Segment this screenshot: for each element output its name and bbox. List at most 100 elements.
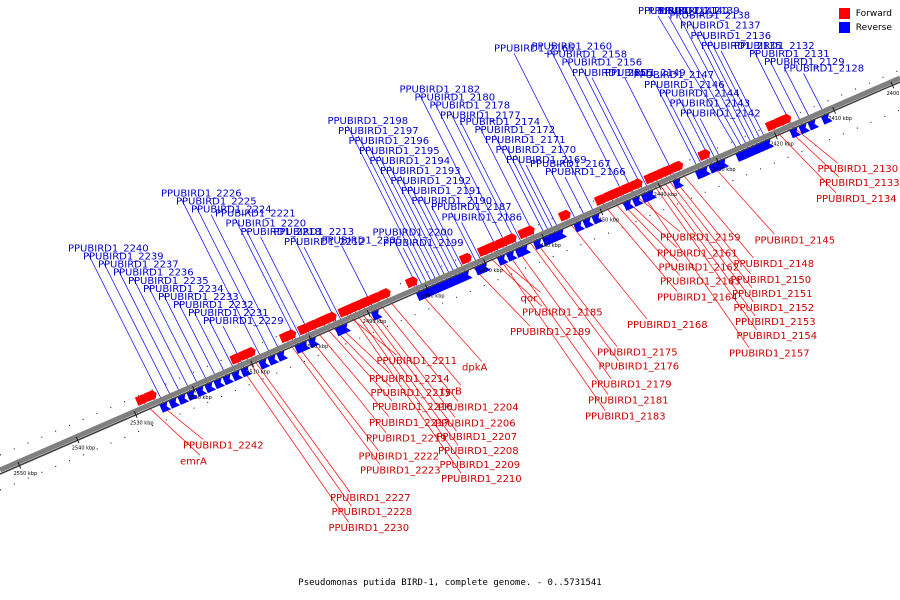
gene-label[interactable]: PPUBIRD1_2196 <box>349 136 430 147</box>
gene-label[interactable]: PPUBIRD1_2226 <box>161 188 242 199</box>
gene-label[interactable]: PPUBIRD1_2211 <box>377 356 458 367</box>
gene-label[interactable]: PPUBIRD1_2134 <box>816 194 897 205</box>
gene-label[interactable]: PPUBIRD1_2172 <box>475 125 556 136</box>
gene-label[interactable]: PPUBIRD1_2228 <box>332 507 413 518</box>
gene-label[interactable]: PPUBIRD1_2242 <box>183 440 264 451</box>
gene-label[interactable]: PPUBIRD1_2183 <box>585 411 666 422</box>
gene-label[interactable]: PPUBIRD1_2171 <box>485 135 566 146</box>
gene-label[interactable]: PPUBIRD1_2224 <box>191 204 272 215</box>
forward-gene-block[interactable] <box>697 149 711 161</box>
gene-label[interactable]: PPUBIRD1_2179 <box>591 380 672 391</box>
gene-label[interactable]: PPUBIRD1_2138 <box>670 11 751 22</box>
gene-label[interactable]: PPUBIRD1_2175 <box>597 348 678 359</box>
gene-label[interactable]: PPUBIRD1_2167 <box>530 159 611 170</box>
gene-label[interactable]: PPUBIRD1_2181 <box>588 395 669 406</box>
gene-label[interactable]: PPUBIRD1_2180 <box>415 93 496 104</box>
gene-label[interactable]: tyrB <box>441 386 462 397</box>
gene-label[interactable]: PPUBIRD1_2199 <box>383 238 464 249</box>
gene-label[interactable]: PPUBIRD1_2220 <box>226 219 307 230</box>
gene-label[interactable]: PPUBIRD1_2155 <box>572 68 653 79</box>
gene-label[interactable]: dpkA <box>462 363 487 374</box>
gene-label[interactable]: PPUBIRD1_2239 <box>83 252 164 263</box>
gene-label[interactable]: PPUBIRD1_2164 <box>657 292 738 303</box>
gene-label[interactable]: PPUBIRD1_2130 <box>818 164 899 175</box>
gene-label[interactable]: PPUBIRD1_2178 <box>430 101 511 112</box>
gene-label[interactable]: PPUBIRD1_2187 <box>431 202 512 213</box>
gene-label[interactable]: PPUBIRD1_2197 <box>338 126 419 137</box>
gene-label[interactable]: PPUBIRD1_2231 <box>188 308 269 319</box>
gene-label[interactable]: PPUBIRD1_2207 <box>437 432 518 443</box>
gene-label[interactable]: PPUBIRD1_2128 <box>784 63 865 74</box>
gene-label[interactable]: PPUBIRD1_2149 <box>605 68 686 79</box>
gene-label[interactable]: PPUBIRD1_2215 <box>371 388 452 399</box>
gene-label[interactable]: PPUBIRD1_2169 <box>506 155 587 166</box>
gene-label[interactable]: PPUBIRD1_2146 <box>644 80 725 91</box>
gene-label[interactable]: PPUBIRD1_2142 <box>680 108 761 119</box>
gene-label[interactable]: PPUBIRD1_2150 <box>731 275 812 286</box>
gene-label[interactable]: emrA <box>180 456 207 467</box>
gene-label[interactable]: PPUBIRD1_2192 <box>391 176 472 187</box>
gene-label[interactable]: PPUBIRD1_2156 <box>562 58 643 69</box>
gene-label[interactable]: PPUBIRD1_2166 <box>545 167 626 178</box>
gene-label[interactable]: PPUBIRD1_2174 <box>460 117 541 128</box>
gene-label[interactable]: PPUBIRD1_2209 <box>440 460 521 471</box>
gene-label[interactable]: PPUBIRD1_2219 <box>366 434 447 445</box>
forward-gene-block[interactable] <box>337 305 351 318</box>
gene-label[interactable]: PPUBIRD1_2148 <box>734 259 815 270</box>
gene-label[interactable]: PPUBIRD1_2194 <box>370 156 451 167</box>
forward-gene-block[interactable] <box>643 172 657 185</box>
gene-label[interactable]: PPUBIRD1_2182 <box>400 84 481 95</box>
gene-label[interactable]: PPUBIRD1_2208 <box>438 446 519 457</box>
gene-label[interactable]: PPUBIRD1_2234 <box>143 284 224 295</box>
gene-label[interactable]: PPUBIRD1_2221 <box>215 209 296 220</box>
gene-label[interactable]: PPUBIRD1_2132 <box>734 41 815 52</box>
gene-label[interactable]: PPUBIRD1_2151 <box>732 289 813 300</box>
gene-label[interactable]: PPUBIRD1_2193 <box>380 166 461 177</box>
gene-label[interactable]: PPUBIRD1_2223 <box>360 466 441 477</box>
gene-label[interactable]: PPUBIRD1_2200 <box>373 228 454 239</box>
gene-label[interactable]: qor <box>521 293 538 304</box>
gene-label[interactable]: PPUBIRD1_2135 <box>701 41 782 52</box>
gene-label[interactable]: PPUBIRD1_2205 <box>322 235 403 246</box>
gene-label[interactable]: PPUBIRD1_2165 <box>494 43 575 54</box>
gene-label[interactable]: PPUBIRD1_2229 <box>203 316 284 327</box>
gene-label[interactable]: PPUBIRD1_2139 <box>659 6 740 17</box>
forward-gene-block[interactable] <box>458 252 472 265</box>
gene-label[interactable]: PPUBIRD1_2158 <box>547 50 628 61</box>
gene-label[interactable]: PPUBIRD1_2206 <box>435 418 516 429</box>
gene-label[interactable]: PPUBIRD1_2153 <box>735 317 816 328</box>
gene-label[interactable]: PPUBIRD1_2141 <box>638 6 719 17</box>
gene-label[interactable]: PPUBIRD1_2163 <box>660 276 741 287</box>
gene-label[interactable]: PPUBIRD1_2131 <box>749 49 830 60</box>
forward-gene-block[interactable] <box>134 394 148 406</box>
gene-label[interactable]: PPUBIRD1_2137 <box>680 21 761 32</box>
gene-label[interactable]: PPUBIRD1_2176 <box>599 362 680 373</box>
gene-label[interactable]: PPUBIRD1_2157 <box>729 349 810 360</box>
gene-label[interactable]: PPUBIRD1_2140 <box>649 6 730 17</box>
gene-label[interactable]: PPUBIRD1_2230 <box>329 523 410 534</box>
gene-label[interactable]: PPUBIRD1_2129 <box>764 57 845 68</box>
gene-label[interactable]: PPUBIRD1_2237 <box>98 260 179 271</box>
gene-label[interactable]: PPUBIRD1_2232 <box>173 300 254 311</box>
gene-label[interactable]: PPUBIRD1_2136 <box>691 31 772 42</box>
gene-label[interactable]: PPUBIRD1_2154 <box>737 331 818 342</box>
gene-label[interactable]: PPUBIRD1_2214 <box>369 374 450 385</box>
gene-label[interactable]: PPUBIRD1_2190 <box>412 196 493 207</box>
gene-label[interactable]: PPUBIRD1_2147 <box>634 70 715 81</box>
forward-gene-block[interactable] <box>296 323 310 336</box>
forward-gene-block[interactable] <box>764 119 778 132</box>
gene-label[interactable]: PPUBIRD1_2145 <box>755 235 836 246</box>
gene-label[interactable]: PPUBIRD1_2143 <box>670 98 751 109</box>
gene-label[interactable]: PPUBIRD1_2236 <box>113 268 194 279</box>
gene-label[interactable]: PPUBIRD1_2216 <box>372 402 453 413</box>
gene-label[interactable]: PPUBIRD1_2222 <box>359 452 440 463</box>
forward-gene-block[interactable] <box>517 227 531 240</box>
gene-label[interactable]: PPUBIRD1_2198 <box>328 116 409 127</box>
gene-label[interactable]: PPUBIRD1_2217 <box>369 418 450 429</box>
gene-label[interactable]: PPUBIRD1_2195 <box>359 146 440 157</box>
gene-label[interactable]: PPUBIRD1_2213 <box>274 227 355 238</box>
gene-label[interactable]: PPUBIRD1_2191 <box>401 186 482 197</box>
gene-label[interactable]: PPUBIRD1_2225 <box>176 196 257 207</box>
gene-label[interactable]: PPUBIRD1_2152 <box>734 303 815 314</box>
gene-label[interactable]: PPUBIRD1_2204 <box>438 402 519 413</box>
